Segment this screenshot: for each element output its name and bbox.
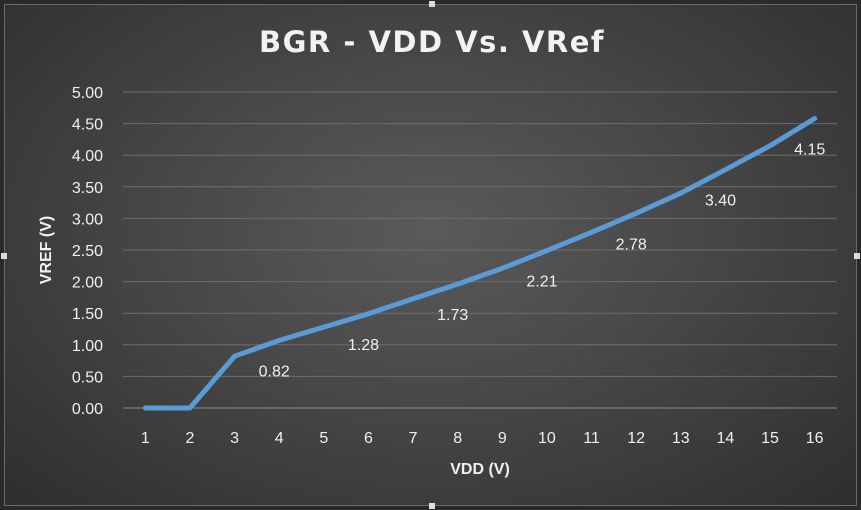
x-tick-label: 7 xyxy=(409,430,418,447)
gridlines xyxy=(123,91,837,409)
data-label: 1.73 xyxy=(437,307,468,324)
x-tick-label: 13 xyxy=(672,430,690,447)
y-tick-labels: 0.00 0.50 1.00 1.50 2.00 2.50 3.00 3.50 4.00 4.50… xyxy=(72,85,103,418)
data-label: 0.82 xyxy=(259,363,290,380)
x-axis-title: VDD (V) xyxy=(450,461,510,478)
y-tick-label: 0.00 xyxy=(72,401,103,418)
chart-title: BGR - VDD Vs. VRef xyxy=(259,25,605,59)
x-tick-labels: 1 2 3 4 5 6 7 8 9 10 11 12 13 14 15 16 xyxy=(141,430,824,447)
data-label: 3.40 xyxy=(705,193,736,210)
x-tick-label: 1 xyxy=(141,430,150,447)
x-tick-label: 4 xyxy=(275,430,284,447)
x-tick-label: 5 xyxy=(319,430,328,447)
y-tick-label: 5.00 xyxy=(72,85,103,102)
x-tick-label: 9 xyxy=(498,430,507,447)
x-tick-label: 16 xyxy=(806,430,824,447)
y-tick-label: 4.00 xyxy=(72,148,103,165)
y-tick-label: 2.50 xyxy=(72,243,103,260)
y-tick-label: 1.50 xyxy=(72,306,103,323)
y-tick-label: 4.50 xyxy=(72,117,103,134)
y-tick-label: 2.00 xyxy=(72,275,103,292)
data-label: 2.78 xyxy=(616,236,647,253)
x-tick-label: 8 xyxy=(453,430,462,447)
x-tick-label: 10 xyxy=(538,430,556,447)
x-tick-label: 12 xyxy=(627,430,645,447)
resize-handle-right[interactable] xyxy=(854,253,860,259)
data-label: 4.15 xyxy=(794,142,825,159)
data-labels: 0.82 1.28 1.73 2.21 2.78 3.40 4.15 xyxy=(259,142,826,381)
resize-handle-bottom[interactable] xyxy=(429,503,435,509)
x-tick-label: 6 xyxy=(364,430,373,447)
series-group xyxy=(142,116,818,411)
y-tick-label: 1.00 xyxy=(72,338,103,355)
data-label: 2.21 xyxy=(526,274,557,291)
y-tick-label: 3.50 xyxy=(72,180,103,197)
y-axis-title: VREF (V) xyxy=(38,216,55,284)
y-tick-label: 3.00 xyxy=(72,211,103,228)
x-tick-label: 15 xyxy=(761,430,779,447)
y-tick-label: 0.50 xyxy=(72,369,103,386)
x-tick-label: 14 xyxy=(717,430,735,447)
resize-handle-top[interactable] xyxy=(429,1,435,7)
x-tick-label: 3 xyxy=(230,430,239,447)
series-line xyxy=(142,116,818,411)
resize-handle-left[interactable] xyxy=(1,253,7,259)
x-tick-label: 2 xyxy=(185,430,194,447)
data-label: 1.28 xyxy=(348,337,379,354)
x-tick-label: 11 xyxy=(583,430,600,447)
